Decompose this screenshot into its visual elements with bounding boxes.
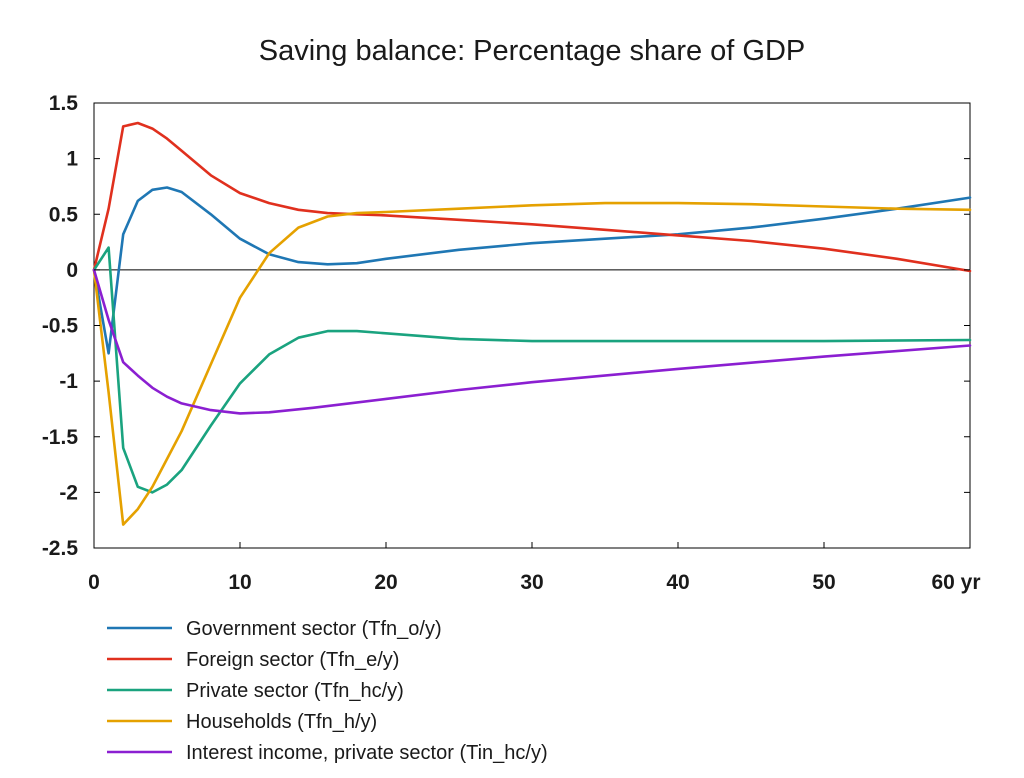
y-axis-ticks: 1.5 1 0.5 0 -0.5 -1 -1.5 -2 -2.5 (42, 92, 970, 560)
y-tick-label: -2.5 (42, 537, 79, 560)
y-tick-label: 0 (66, 259, 78, 282)
y-tick-label: 1 (66, 148, 78, 171)
x-tick-label: 10 (228, 571, 251, 594)
y-tick-label: -0.5 (42, 315, 79, 338)
series-line-2 (92, 121, 972, 273)
legend-label: Interest income, private sector (Tin_hc/… (186, 742, 548, 764)
y-tick-label: -1 (59, 370, 78, 393)
legend-label: Foreign sector (Tfn_e/y) (186, 649, 399, 671)
plot-border (93, 102, 971, 549)
y-tick-label: -2 (59, 481, 78, 504)
legend-item: Foreign sector (Tfn_e/y) (107, 649, 399, 671)
series-line-3 (92, 246, 972, 494)
x-tick-label: 20 (374, 571, 397, 594)
series-line-5 (92, 268, 972, 415)
x-tick-label: 40 (666, 571, 689, 594)
legend-label: Government sector (Tfn_o/y) (186, 618, 442, 640)
legend-item: Government sector (Tfn_o/y) (107, 618, 442, 640)
legend-label: Private sector (Tfn_hc/y) (186, 680, 404, 702)
series-line-4 (92, 201, 972, 526)
legend-item: Interest income, private sector (Tin_hc/… (107, 742, 548, 764)
legend-item: Households (Tfn_h/y) (107, 711, 377, 733)
legend: Government sector (Tfn_o/y) Foreign secto… (107, 618, 548, 764)
plot-frame (93, 102, 971, 549)
y-tick-label: 0.5 (49, 203, 79, 226)
legend-item: Private sector (Tfn_hc/y) (107, 680, 404, 702)
x-tick-label: 60 yr (931, 571, 980, 594)
x-tick-label: 0 (88, 571, 100, 594)
legend-label: Households (Tfn_h/y) (186, 711, 377, 733)
x-tick-label: 50 (812, 571, 835, 594)
y-tick-label: 1.5 (49, 92, 79, 115)
x-axis-ticks: 0 10 20 30 40 50 60 yr (88, 542, 981, 594)
x-tick-label: 30 (520, 571, 543, 594)
chart-title: Saving balance: Percentage share of GDP (259, 35, 806, 67)
series-layer (92, 121, 972, 526)
series-line-1 (92, 186, 972, 355)
y-tick-label: -1.5 (42, 426, 79, 449)
